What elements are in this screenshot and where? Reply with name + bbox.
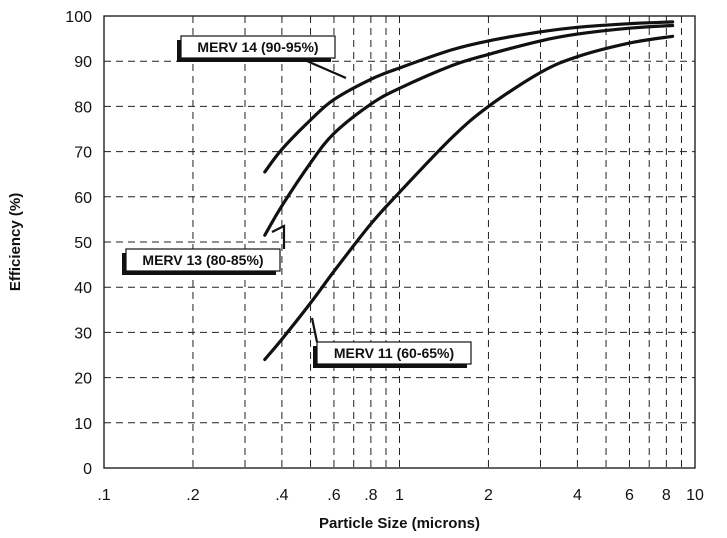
merv-14-callout: MERV 14 (90-95%) [177,35,347,80]
y-tick-label: 20 [74,371,92,388]
efficiency-curves [263,20,675,362]
callout-box [125,248,281,272]
x-tick-label: .8 [364,487,377,504]
curve-callouts: MERV 14 (90-95%) MERV 13 (80-85%) MERV 11 … [122,35,472,368]
merv-13-callout: MERV 13 (80-85%) [122,224,286,275]
y-tick-label: 90 [74,54,92,71]
y-tick-label: 60 [74,190,92,207]
y-axis-title: Efficiency (%) [7,193,24,291]
x-tick-label: 8 [662,487,671,504]
y-tick-label: 80 [74,99,92,116]
merv-13-curve [263,23,675,237]
callout-label: MERV 13 (80-85%) [142,252,263,268]
x-tick-label: .2 [186,487,199,504]
y-tick-label: 30 [74,325,92,342]
callout-leader-line [310,317,319,343]
grid-lines [104,16,695,468]
x-axis-title: Particle Size (microns) [319,515,480,532]
x-tick-label: 6 [625,487,634,504]
merv-11-callout: MERV 11 (60-65%) [310,317,472,368]
x-tick-label: 4 [573,487,582,504]
callout-leader-line [271,224,286,249]
y-tick-label: 50 [74,235,92,252]
y-tick-label: 0 [83,461,92,478]
callout-box [316,341,472,365]
callout-label: MERV 11 (60-65%) [334,345,454,361]
plot-frame [103,15,696,469]
x-tick-label: .1 [97,487,110,504]
callout-box [180,35,336,59]
x-tick-label: .6 [327,487,340,504]
y-tick-label: 40 [74,280,92,297]
merv-14-curve [263,20,675,174]
x-tick-label: 2 [484,487,493,504]
x-tick-labels: .1 .2 .4 .6 .8 1 2 4 6 8 10 [97,487,704,504]
y-tick-label: 100 [65,9,92,26]
y-tick-labels: 0 10 20 30 40 50 60 70 80 90 100 [65,9,92,478]
x-tick-label: 10 [686,487,704,504]
x-tick-label: .4 [275,487,288,504]
y-tick-label: 70 [74,145,92,162]
y-tick-label: 10 [74,416,92,433]
callout-label: MERV 14 (90-95%) [197,39,318,55]
merv-11-curve [263,34,675,362]
x-tick-label: 1 [395,487,404,504]
